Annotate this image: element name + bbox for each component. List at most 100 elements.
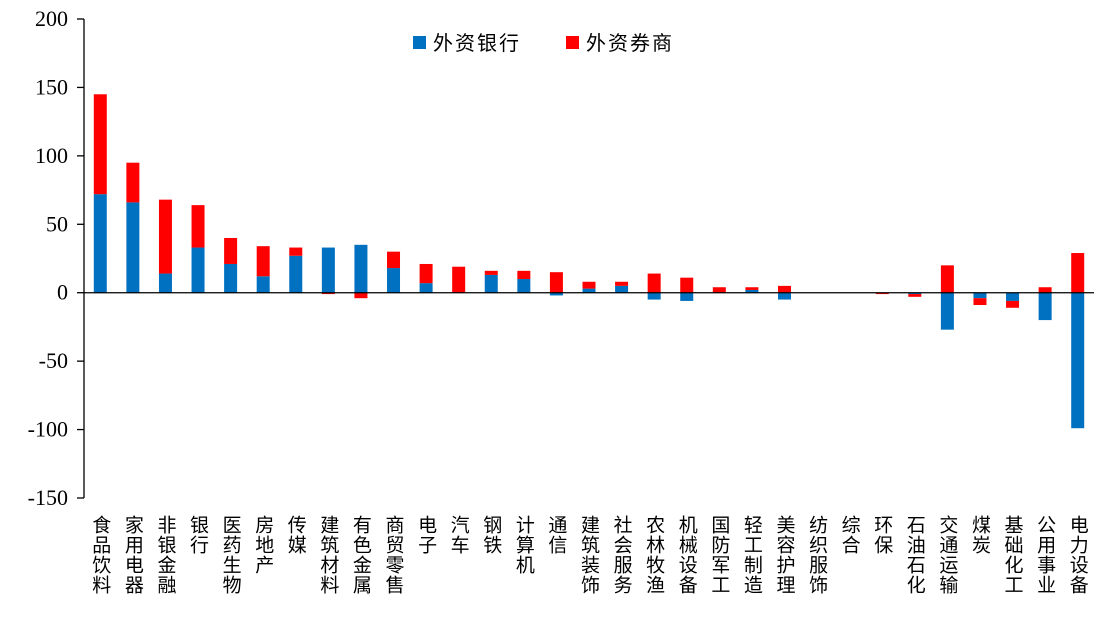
bar-segment-foreign-bank [484,274,498,293]
bar-segment-foreign-broker [517,270,531,280]
bar-segment-foreign-bank [777,292,791,300]
x-category-label: 公用事业 [1034,515,1056,595]
bar-segment-foreign-broker [549,272,563,293]
bar-segment-foreign-bank [973,292,987,299]
bar-segment-foreign-bank [940,292,954,330]
x-category-label: 食品饮料 [89,515,111,595]
x-category-label: 综合 [839,515,861,555]
bar-segment-foreign-bank [321,247,335,293]
x-category-label: 通信 [545,515,567,555]
x-category-label: 汽车 [448,515,470,555]
bar-segment-foreign-bank [582,288,596,293]
x-category-label: 环保 [871,515,893,555]
bars-layer [93,94,1085,429]
bar-segment-foreign-broker [647,273,661,293]
bar-segment-foreign-bank [126,202,140,293]
bar-segment-foreign-broker [126,162,140,203]
bar-segment-foreign-bank [1071,292,1085,429]
bar-segment-foreign-broker [419,263,433,284]
x-category-label: 家用电器 [122,515,144,595]
x-category-label: 电子 [415,515,437,555]
x-category-label: 银行 [187,515,209,555]
bar-segment-foreign-bank [1006,292,1020,301]
x-category-label: 商贸零售 [383,515,405,595]
bar-segment-foreign-bank [191,247,205,293]
bar-segment-foreign-bank [1038,292,1052,321]
x-category-label: 房地产 [252,515,274,575]
bar-segment-foreign-broker [940,265,954,293]
bar-segment-foreign-bank [387,268,401,293]
bar-segment-foreign-broker [387,251,401,269]
x-category-label: 有色金属 [350,515,372,595]
bar-segment-foreign-broker [354,292,368,299]
y-tick-label: -100 [28,417,68,442]
y-tick-label: 0 [57,280,68,305]
bar-segment-foreign-bank [615,285,629,293]
bar-segment-foreign-bank [289,255,303,293]
bar-segment-foreign-broker [224,237,238,264]
x-category-label: 交通运输 [936,515,958,595]
x-category-label: 纺织服饰 [806,515,828,595]
x-category-label: 计算机 [513,515,535,575]
bar-segment-foreign-broker [321,292,335,295]
bar-segment-foreign-broker [256,246,270,277]
legend-swatch-foreign-broker [566,36,579,49]
x-category-label: 建筑装饰 [578,515,600,595]
bar-segment-foreign-broker [745,287,759,290]
legend-swatch-foreign-bank [413,36,426,49]
bar-segment-foreign-broker [615,281,629,286]
x-category-label: 钢铁 [480,515,502,555]
bar-segment-foreign-broker [93,94,107,195]
bar-segment-foreign-broker [158,199,172,274]
x-category-label: 石油石化 [904,515,926,595]
bar-segment-foreign-broker [875,292,889,295]
bar-segment-foreign-bank [745,289,759,293]
bar-segment-foreign-broker [484,270,498,275]
y-tick-label: -50 [39,348,68,373]
x-category-label: 美容护理 [773,515,795,595]
bar-segment-foreign-broker [582,281,596,289]
bar-segment-foreign-broker [191,205,205,248]
x-category-label: 农林牧渔 [643,515,665,595]
bar-segment-foreign-bank [224,263,238,293]
y-tick-label: -150 [28,485,68,510]
bar-segment-foreign-bank [647,292,661,300]
bar-segment-foreign-bank [908,292,922,295]
x-category-label: 电力设备 [1067,515,1089,595]
x-axis-category-labels: 食品饮料 家用电器 非银金融 银行 医药生物 房地产 传媒 建筑材料 有色金属 商贸零售 电子 汽车钢… [89,515,1088,595]
x-category-label: 传媒 [285,515,307,555]
legend-label-foreign-broker: 外资券商 [586,31,674,55]
bar-segment-foreign-broker [1006,300,1020,308]
x-category-label: 基础化工 [1002,515,1024,595]
bar-segment-foreign-bank [419,283,433,293]
x-category-label: 轻工制造 [741,515,763,595]
bar-segment-foreign-broker [289,247,303,256]
x-category-label: 国防军工 [708,515,730,595]
bar-segment-foreign-broker [452,266,466,293]
y-tick-label: 150 [35,74,68,99]
legend: 外资银行 外资券商 [413,31,674,55]
bar-segment-foreign-bank [549,292,563,296]
bar-segment-foreign-broker [1071,253,1085,293]
x-category-label: 医药生物 [220,515,242,595]
bar-segment-foreign-broker [908,294,922,297]
x-category-label: 煤炭 [969,515,991,555]
x-category-label: 机械设备 [676,515,698,595]
bar-segment-foreign-broker [680,277,694,293]
y-tick-label: 50 [46,211,68,236]
y-axis-ticks: 200 150 100 50 0 -50 -100 -150 [28,6,84,510]
bar-segment-foreign-bank [158,273,172,293]
y-tick-label: 200 [35,6,68,31]
bar-segment-foreign-bank [354,244,368,293]
x-category-label: 非银金融 [154,515,176,595]
bar-segment-foreign-broker [712,287,726,293]
x-category-label: 建筑材料 [317,515,339,595]
bar-segment-foreign-broker [777,285,791,293]
bar-segment-foreign-bank [680,292,694,301]
x-category-label: 社会服务 [611,515,633,595]
bar-segment-foreign-bank [93,194,107,293]
bar-segment-foreign-broker [973,298,987,306]
bar-segment-foreign-bank [256,276,270,293]
y-tick-label: 100 [35,143,68,168]
